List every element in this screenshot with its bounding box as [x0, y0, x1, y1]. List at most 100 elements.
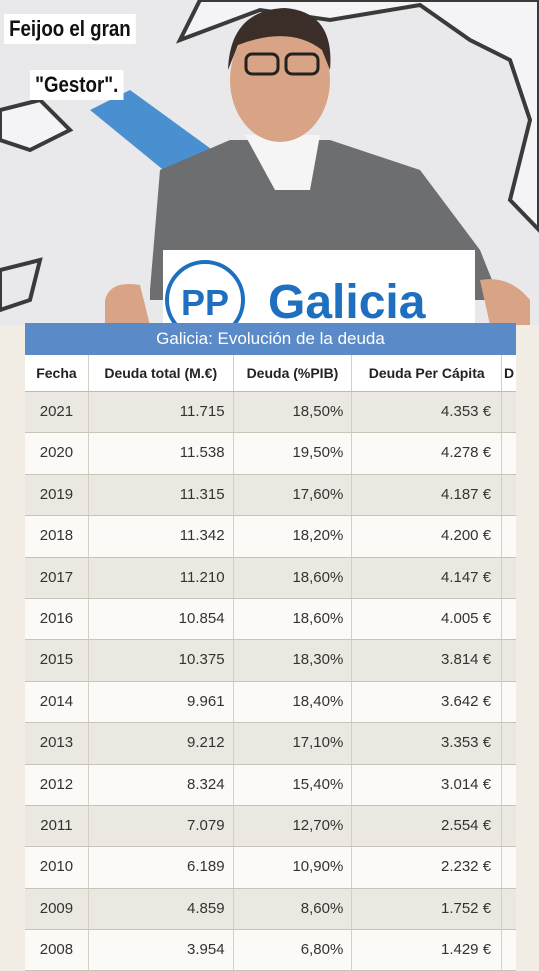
cell: 2020: [25, 433, 89, 474]
cell: 2009: [25, 888, 89, 930]
cell: [502, 516, 516, 556]
cell: 2019: [25, 474, 89, 516]
cell: 4.147 €: [352, 557, 503, 598]
cell: [502, 599, 516, 639]
table-row: 2011 7.079 12,70% 2.554 €: [25, 805, 516, 848]
table-row: 2013 9.212 17,10% 3.353 €: [25, 723, 516, 765]
header-row: Fecha Deuda total (M.€) Deuda (%PIB) Deuda …: [25, 355, 516, 392]
photo: PP Galicia: [0, 0, 539, 325]
cell: 9.212: [89, 723, 234, 764]
cell: 7.079: [89, 805, 234, 847]
cell: 9.961: [89, 681, 234, 723]
cell: 1.429 €: [352, 930, 503, 971]
cell: 6,80%: [234, 930, 353, 971]
cell: 18,60%: [234, 598, 353, 640]
cell: 2016: [25, 598, 89, 640]
map-outline: [175, 0, 539, 233]
cell: 11.342: [89, 516, 234, 557]
cell: [502, 640, 516, 680]
column-header: Deuda total (M.€): [89, 355, 234, 391]
cell: 8.324: [89, 764, 234, 805]
column-header: D: [503, 365, 515, 381]
table-row: 2009 4.859 8,60% 1.752 €: [25, 888, 516, 931]
meme-text: Feijoo el gran: [4, 14, 136, 44]
cell: 2017: [25, 557, 89, 598]
cell: 10.375: [89, 640, 234, 681]
cell: [502, 765, 516, 805]
table-row: 2021 11.715 18,50% 4.353 €: [25, 392, 516, 434]
cell: [502, 558, 516, 598]
table-row: 2019 11.315 17,60% 4.187 €: [25, 474, 516, 517]
hand: [105, 284, 150, 325]
cell: [502, 847, 516, 887]
column-header: Fecha: [25, 355, 89, 391]
cell: 18,40%: [234, 681, 353, 723]
cell: 11.210: [89, 557, 234, 598]
table: Galicia: Evolución de la deuda Fecha Deud…: [25, 323, 516, 971]
cell: 4.353 €: [352, 392, 503, 433]
cell: 4.200 €: [352, 516, 503, 557]
cell: 4.859: [89, 888, 234, 930]
cell: [502, 475, 516, 515]
table-row: 2012 8.324 15,40% 3.014 €: [25, 764, 516, 806]
cell: 12,70%: [234, 805, 353, 847]
cell: [502, 930, 516, 970]
cell: 10.854: [89, 598, 234, 640]
cell: 4.005 €: [352, 598, 503, 640]
cell: 4.187 €: [352, 474, 503, 516]
cell: 18,50%: [234, 392, 353, 433]
cell: 11.538: [89, 433, 234, 474]
meme-text: "Gestor".: [30, 70, 124, 100]
face: [230, 18, 330, 142]
glasses: [284, 52, 320, 76]
table-row: 2014 9.961 18,40% 3.642 €: [25, 681, 516, 724]
map-outline: [0, 257, 43, 313]
table-row: 2020 11.538 19,50% 4.278 €: [25, 433, 516, 475]
cell: 2010: [25, 847, 89, 888]
cell: 2013: [25, 723, 89, 764]
cell: 3.954: [89, 930, 234, 971]
column-header: Deuda Per Cápita: [352, 355, 503, 391]
cell: 1.752 €: [352, 888, 503, 930]
cell: 18,60%: [234, 557, 353, 598]
column-header: Deuda (%PIB): [234, 355, 353, 391]
cell: 2008: [25, 930, 89, 971]
cell: 18,30%: [234, 640, 353, 681]
table-row: 2016 10.854 18,60% 4.005 €: [25, 598, 516, 641]
cell: [502, 392, 516, 432]
cell: 3.814 €: [352, 640, 503, 681]
cell: 6.189: [89, 847, 234, 888]
glasses: [244, 52, 280, 76]
cell: 2014: [25, 681, 89, 723]
cell: 18,20%: [234, 516, 353, 557]
table-row: 2008 3.954 6,80% 1.429 €: [25, 930, 516, 971]
map-outline: [0, 97, 74, 153]
cell: 3.642 €: [352, 681, 503, 723]
logo-region: Galicia: [268, 276, 426, 325]
hair: [228, 8, 331, 70]
cell: 4.278 €: [352, 433, 503, 474]
cell: 17,60%: [234, 474, 353, 516]
cell: [502, 806, 516, 846]
table-row: 2010 6.189 10,90% 2.232 €: [25, 847, 516, 889]
table-row: 2018 11.342 18,20% 4.200 €: [25, 516, 516, 558]
cell: 2021: [25, 392, 89, 433]
cell: [502, 889, 516, 929]
cell: 11.315: [89, 474, 234, 516]
logo-party: PP: [181, 282, 229, 323]
cell: [502, 723, 516, 763]
cell: 3.014 €: [352, 764, 503, 805]
cell: 11.715: [89, 392, 234, 433]
table-title: Galicia: Evolución de la deuda: [25, 323, 516, 355]
cell: 2011: [25, 805, 89, 847]
cell: 2018: [25, 516, 89, 557]
hand: [480, 279, 530, 325]
cell: 2015: [25, 640, 89, 681]
table-row: 2015 10.375 18,30% 3.814 €: [25, 640, 516, 682]
cell: 15,40%: [234, 764, 353, 805]
shirt: [245, 135, 320, 190]
table-row: 2017 11.210 18,60% 4.147 €: [25, 557, 516, 599]
cell: 2.554 €: [352, 805, 503, 847]
cell: [502, 433, 516, 473]
